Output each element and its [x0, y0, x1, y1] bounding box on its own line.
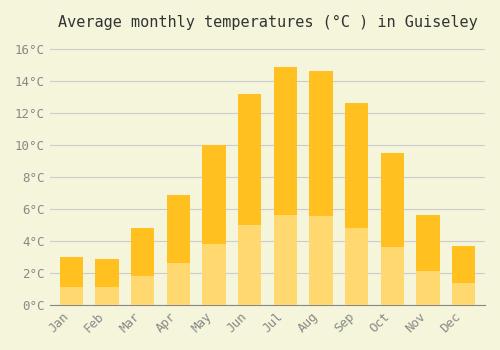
Bar [345, 103, 368, 305]
Bar [238, 225, 261, 305]
Bar [274, 215, 297, 305]
Bar [202, 145, 226, 305]
Bar [380, 153, 404, 305]
Bar [416, 271, 440, 305]
Title: Average monthly temperatures (°C ) in Guiseley: Average monthly temperatures (°C ) in Gu… [58, 15, 478, 30]
Bar [60, 287, 83, 305]
Bar [345, 229, 368, 305]
Bar [416, 215, 440, 305]
Bar [310, 216, 332, 305]
Bar [202, 244, 226, 305]
Bar [380, 247, 404, 305]
Bar [60, 257, 83, 305]
Bar [131, 228, 154, 305]
Bar [96, 259, 118, 305]
Bar [131, 276, 154, 305]
Bar [96, 287, 118, 305]
Bar [310, 70, 332, 305]
Bar [452, 246, 475, 305]
Bar [274, 67, 297, 305]
Bar [166, 263, 190, 305]
Bar [452, 282, 475, 305]
Bar [166, 195, 190, 305]
Bar [238, 94, 261, 305]
